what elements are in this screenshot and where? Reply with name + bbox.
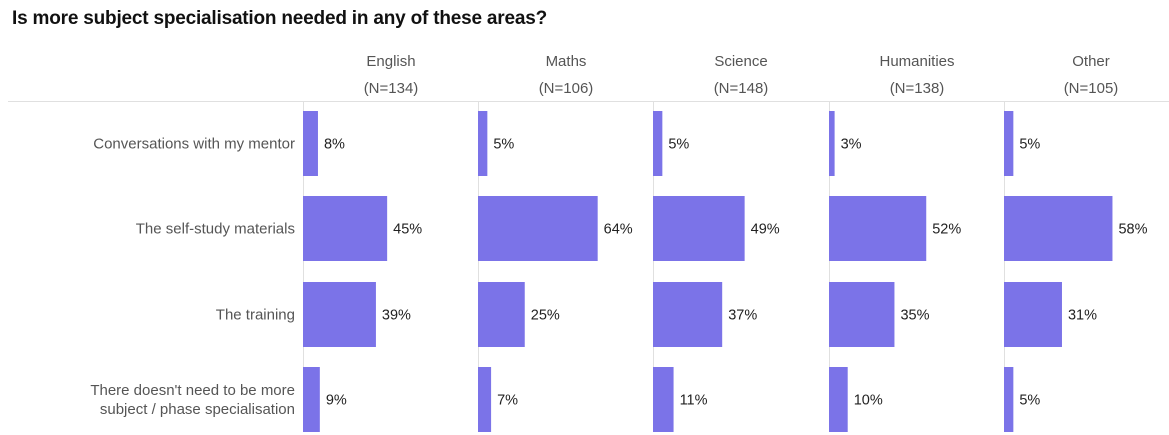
bar-value-label: 58% (1118, 222, 1147, 238)
bar (653, 111, 663, 176)
bar-value-label: 49% (751, 222, 780, 238)
bar-value-label: 11% (680, 393, 708, 409)
bar (303, 111, 318, 176)
bar (478, 196, 598, 261)
bar-value-label: 64% (604, 222, 633, 238)
column-sample-size: (N=106) (539, 80, 594, 97)
bar-value-label: 3% (841, 137, 862, 153)
row-label: The self-study materials (136, 221, 295, 238)
bar (1004, 111, 1014, 176)
bar-value-label: 37% (728, 308, 757, 324)
column-header: Maths (546, 53, 587, 70)
bar (1004, 367, 1014, 432)
bar-value-label: 5% (1019, 137, 1040, 153)
bar (829, 111, 835, 176)
bar-value-label: 5% (493, 137, 514, 153)
bar-value-label: 39% (382, 308, 411, 324)
row-label: The training (216, 307, 295, 324)
bar-value-label: 52% (932, 222, 961, 238)
bar (478, 111, 488, 176)
column-header: Science (714, 53, 767, 70)
bar (653, 196, 745, 261)
bar-value-label: 45% (393, 222, 422, 238)
bar-value-label: 25% (531, 308, 560, 324)
bar (478, 367, 492, 432)
column-sample-size: (N=134) (364, 80, 419, 97)
bar (653, 367, 674, 432)
column-sample-size: (N=105) (1064, 80, 1119, 97)
bar-value-label: 5% (668, 137, 689, 153)
column-header: Other (1072, 53, 1110, 70)
bar (829, 282, 895, 347)
column-header: English (366, 53, 415, 70)
bar (303, 367, 320, 432)
bar (829, 196, 927, 261)
bar (1004, 282, 1062, 347)
bar-value-label: 9% (326, 393, 347, 409)
bar-value-label: 5% (1019, 393, 1040, 409)
bar (303, 282, 376, 347)
bar-value-label: 35% (900, 308, 929, 324)
bar (1004, 196, 1113, 261)
bar (829, 367, 848, 432)
column-sample-size: (N=148) (714, 80, 769, 97)
bar-value-label: 7% (497, 393, 518, 409)
row-label: There doesn't need to be more (90, 382, 295, 399)
row-label: Conversations with my mentor (93, 136, 295, 153)
column-header: Humanities (879, 53, 954, 70)
bar-value-label: 8% (324, 137, 345, 153)
chart-title: Is more subject specialisation needed in… (12, 8, 547, 29)
bar-value-label: 31% (1068, 308, 1097, 324)
column-sample-size: (N=138) (890, 80, 945, 97)
bar-value-label: 10% (854, 393, 883, 409)
bar (653, 282, 723, 347)
row-label: subject / phase specialisation (100, 401, 295, 418)
bar (478, 282, 525, 347)
bar (303, 196, 388, 261)
